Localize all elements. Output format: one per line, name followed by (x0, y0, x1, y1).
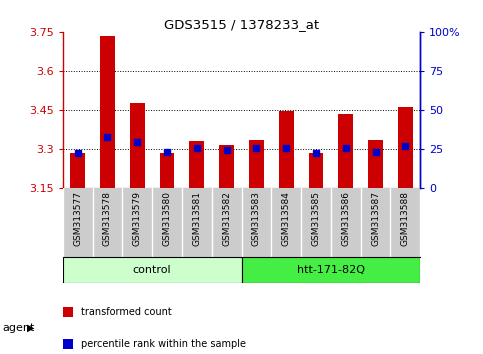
Bar (398, 107, 413, 188)
Text: GSM313588: GSM313588 (401, 192, 410, 246)
Text: GSM313585: GSM313585 (312, 192, 320, 246)
Text: percentile rank within the sample: percentile rank within the sample (81, 339, 246, 349)
Bar (242, 257, 420, 283)
Bar (63, 257, 242, 283)
Bar (309, 153, 324, 188)
Text: transformed count: transformed count (81, 307, 171, 317)
Text: agent: agent (2, 323, 35, 333)
Bar (368, 140, 383, 188)
Text: GSM313583: GSM313583 (252, 192, 261, 246)
Text: ▶: ▶ (27, 323, 34, 333)
Text: GSM313587: GSM313587 (371, 192, 380, 246)
Text: GSM313580: GSM313580 (163, 192, 171, 246)
Bar (338, 114, 353, 188)
Text: control: control (133, 265, 171, 275)
Bar (70, 153, 85, 188)
Text: GSM313586: GSM313586 (341, 192, 350, 246)
Bar (100, 36, 115, 188)
Text: GSM313577: GSM313577 (73, 192, 82, 246)
Bar (189, 141, 204, 188)
Text: GSM313578: GSM313578 (103, 192, 112, 246)
Text: htt-171-82Q: htt-171-82Q (297, 265, 365, 275)
Text: GSM313579: GSM313579 (133, 192, 142, 246)
Bar (249, 140, 264, 188)
Bar (130, 103, 145, 188)
Text: GSM313581: GSM313581 (192, 192, 201, 246)
Text: GSM313584: GSM313584 (282, 192, 291, 246)
Bar (279, 111, 294, 188)
Bar (219, 145, 234, 188)
Title: GDS3515 / 1378233_at: GDS3515 / 1378233_at (164, 18, 319, 31)
Text: GSM313582: GSM313582 (222, 192, 231, 246)
Bar (159, 153, 174, 188)
